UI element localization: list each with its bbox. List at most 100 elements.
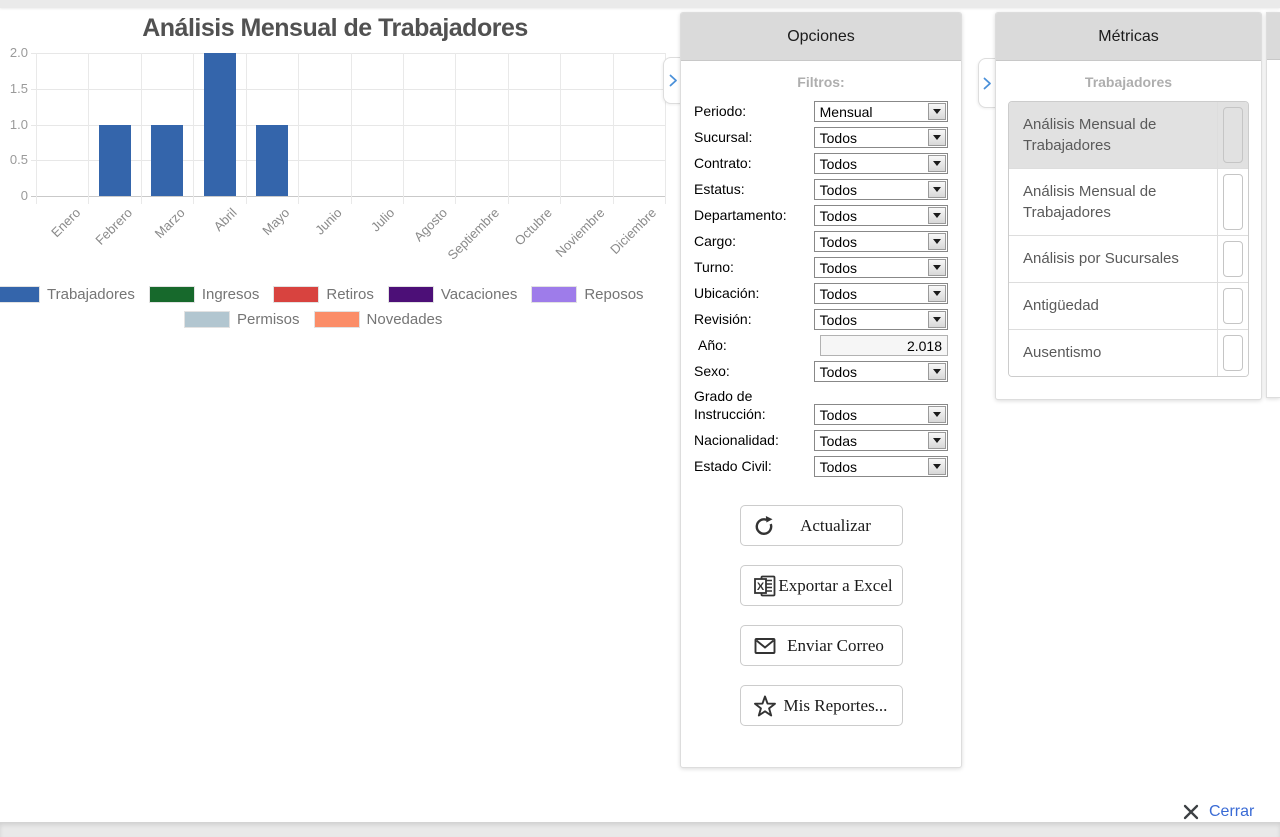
revision-selected-value: Todos bbox=[819, 312, 857, 328]
drag-handle[interactable] bbox=[1223, 241, 1243, 277]
x-axis-tick-label: Abril bbox=[211, 205, 241, 235]
gridline-vertical bbox=[140, 53, 142, 204]
gridline-vertical bbox=[507, 53, 509, 204]
chevron-down-icon[interactable] bbox=[928, 285, 946, 302]
metric-list-item[interactable]: Antigüedad bbox=[1009, 283, 1248, 330]
mis-reportes-button[interactable]: Mis Reportes... bbox=[739, 685, 903, 726]
chevron-down-icon[interactable] bbox=[928, 363, 946, 380]
ubicacion-select[interactable]: Todos bbox=[813, 283, 948, 304]
metric-list-item[interactable]: Análisis Mensual de Trabajadores bbox=[1009, 169, 1248, 236]
estado-civil-select[interactable]: Todos bbox=[813, 456, 948, 477]
chevron-down-icon[interactable] bbox=[928, 233, 946, 250]
metric-handle-column bbox=[1217, 283, 1248, 329]
nacionalidad-select[interactable]: Todas bbox=[813, 430, 948, 451]
estatus-select[interactable]: Todos bbox=[813, 179, 948, 200]
exportar-excel-button[interactable]: X Exportar a Excel bbox=[739, 565, 903, 606]
metrics-group-heading: Trabajadores bbox=[1084, 74, 1173, 90]
filter-row-revision: Revisión: Todos bbox=[694, 309, 948, 330]
options-panel-collapse-tab[interactable] bbox=[663, 57, 682, 104]
filter-rows: Periodo: Mensual Sucursal: Todos Contrato: To… bbox=[681, 101, 961, 477]
legend-item[interactable]: Vacaciones bbox=[387, 286, 517, 303]
chevron-down-icon[interactable] bbox=[928, 406, 946, 423]
departamento-select[interactable]: Todos bbox=[813, 205, 948, 226]
chevron-down-icon[interactable] bbox=[928, 259, 946, 276]
sucursal-select[interactable]: Todos bbox=[813, 127, 948, 148]
x-axis-tick-label: Noviembre bbox=[551, 205, 608, 261]
legend-item[interactable]: Reposos bbox=[531, 286, 644, 303]
chevron-down-icon[interactable] bbox=[928, 181, 946, 198]
turno-select[interactable]: Todos bbox=[813, 257, 948, 278]
chevron-right-icon bbox=[983, 77, 991, 89]
gridline-vertical bbox=[455, 53, 457, 204]
chevron-down-icon[interactable] bbox=[928, 155, 946, 172]
filter-label-turno: Turno: bbox=[694, 259, 734, 275]
legend-swatch bbox=[0, 286, 40, 303]
chevron-down-icon[interactable] bbox=[928, 458, 946, 475]
close-control[interactable]: Cerrar bbox=[1182, 803, 1254, 821]
drag-handle[interactable] bbox=[1223, 335, 1243, 371]
legend-item[interactable]: Trabajadores bbox=[0, 286, 135, 303]
filter-row-estado-civil: Estado Civil: Todos bbox=[694, 456, 948, 477]
chevron-down-icon[interactable] bbox=[928, 103, 946, 120]
grado-de-instruccion-select[interactable]: Todos bbox=[813, 404, 948, 425]
actualizar-button[interactable]: Actualizar bbox=[739, 505, 903, 546]
x-axis-tick-label: Febrero bbox=[92, 205, 136, 248]
filter-label-revision: Revisión: bbox=[694, 311, 752, 327]
drag-handle[interactable] bbox=[1223, 288, 1243, 324]
departamento-selected-value: Todos bbox=[819, 208, 857, 224]
filter-row-periodo: Periodo: Mensual bbox=[694, 101, 948, 122]
dropdown-arrow bbox=[933, 369, 941, 374]
gridline-vertical bbox=[402, 53, 404, 204]
x-axis-tick-label: Septiembre bbox=[444, 205, 503, 263]
chevron-down-icon[interactable] bbox=[928, 129, 946, 146]
legend-item[interactable]: Permisos bbox=[184, 311, 300, 328]
drag-handle[interactable] bbox=[1223, 174, 1243, 230]
metric-item-label: Análisis Mensual de Trabajadores bbox=[1023, 183, 1157, 221]
filter-label-ubicacion: Ubicación: bbox=[694, 285, 760, 301]
chevron-down-icon[interactable] bbox=[928, 207, 946, 224]
metric-item-label: Análisis por Sucursales bbox=[1023, 250, 1179, 267]
legend-item[interactable]: Ingresos bbox=[148, 286, 259, 303]
chevron-down-icon[interactable] bbox=[928, 311, 946, 328]
legend-item[interactable]: Retiros bbox=[273, 286, 374, 303]
gridline-vertical bbox=[193, 53, 195, 204]
x-axis-tick-label: Junio bbox=[312, 205, 345, 238]
filter-label-cargo: Cargo: bbox=[694, 233, 737, 249]
metric-list-item[interactable]: Ausentismo bbox=[1009, 330, 1248, 376]
chevron-down-icon[interactable] bbox=[928, 432, 946, 449]
legend-swatch bbox=[313, 311, 360, 328]
x-axis-tick-label: Diciembre bbox=[607, 205, 660, 257]
metric-handle-column bbox=[1217, 169, 1248, 235]
filter-row-turno: Turno: Todos bbox=[694, 257, 948, 278]
filter-label-contrato: Contrato: bbox=[694, 155, 752, 171]
ubicacion-selected-value: Todos bbox=[819, 286, 857, 302]
cargo-select[interactable]: Todos bbox=[813, 231, 948, 252]
contrato-selected-value: Todos bbox=[819, 156, 857, 172]
mis-reportes-button-label: Mis Reportes... bbox=[783, 695, 888, 715]
contrato-select[interactable]: Todos bbox=[813, 153, 948, 174]
revision-select[interactable]: Todos bbox=[813, 309, 948, 330]
metrics-panel-collapse-tab[interactable] bbox=[978, 58, 996, 108]
filter-row-ano: Año: bbox=[694, 335, 948, 356]
metric-list-item[interactable]: Análisis por Sucursales bbox=[1009, 236, 1248, 283]
filter-row-nacionalidad: Nacionalidad: Todas bbox=[694, 430, 948, 451]
metrics-panel-title: Métricas bbox=[996, 13, 1261, 61]
periodo-select[interactable]: Mensual bbox=[813, 101, 948, 122]
filter-label-grado-de-instruccion: Grado de Instrucción: bbox=[694, 388, 766, 422]
ano-input[interactable] bbox=[820, 335, 948, 356]
dropdown-arrow bbox=[933, 213, 941, 218]
metric-list-item[interactable]: Análisis Mensual de Trabajadores bbox=[1009, 102, 1248, 169]
legend-item[interactable]: Novedades bbox=[313, 311, 442, 328]
enviar-correo-button[interactable]: Enviar Correo bbox=[739, 625, 903, 666]
metric-item-label: Antigüedad bbox=[1023, 297, 1099, 314]
drag-handle[interactable] bbox=[1223, 107, 1243, 163]
sexo-select[interactable]: Todos bbox=[813, 361, 948, 382]
periodo-selected-value: Mensual bbox=[819, 104, 873, 120]
legend-swatch bbox=[387, 286, 434, 303]
dropdown-arrow bbox=[933, 438, 941, 443]
grado-de-instruccion-selected-value: Todos bbox=[819, 407, 857, 423]
filter-row-sucursal: Sucursal: Todos bbox=[694, 127, 948, 148]
bottom-chrome-strip bbox=[0, 822, 1280, 837]
x-axis-tick-label: Octubre bbox=[511, 205, 555, 249]
